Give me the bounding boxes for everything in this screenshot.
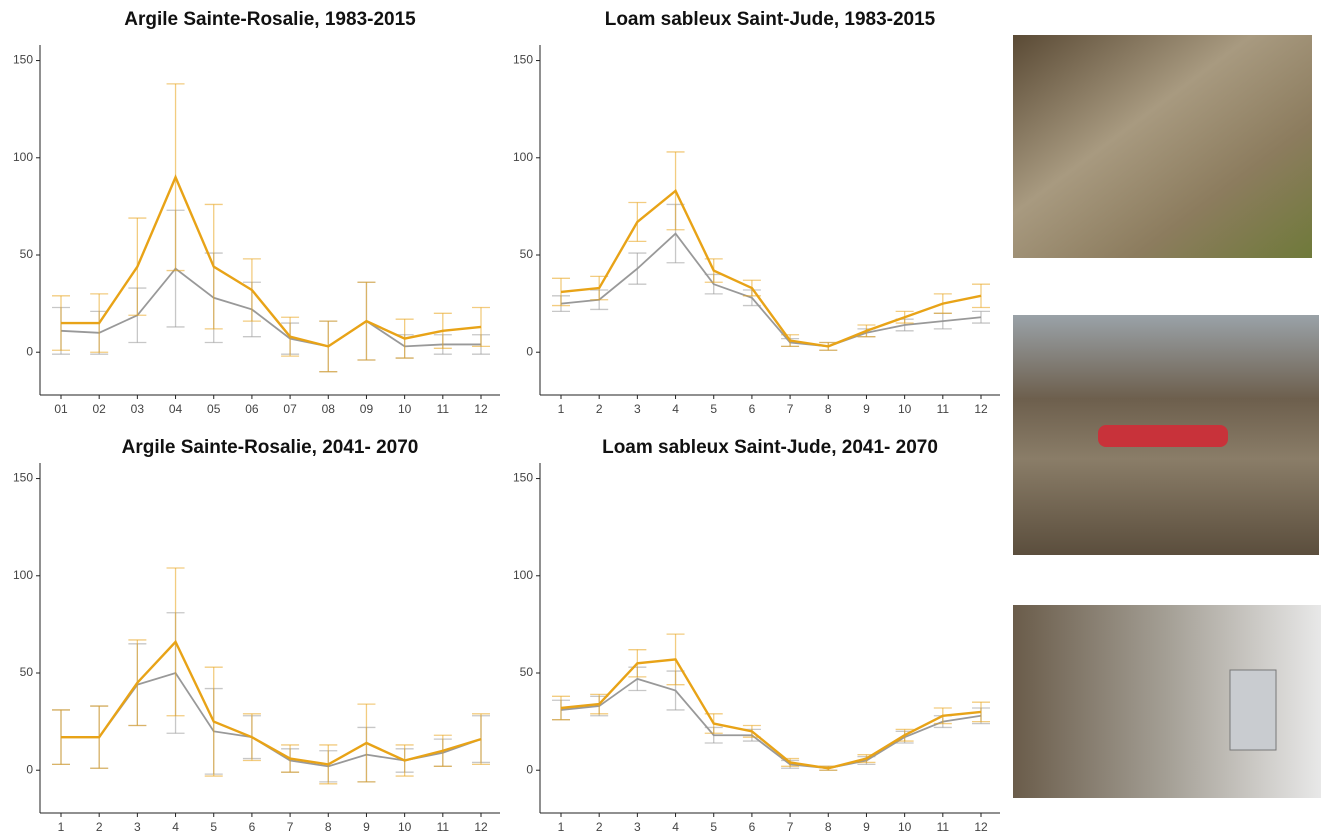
x-tick-label: 2	[96, 820, 103, 834]
chart-title: Loam sableux Saint-Jude, 1983-2015	[605, 9, 936, 30]
x-tick-label: 1	[58, 820, 65, 834]
y-tick-label: 50	[20, 247, 34, 261]
x-tick-label: 10	[898, 820, 912, 834]
x-tick-label: 11	[437, 402, 450, 416]
x-tick-label: 2	[596, 402, 603, 416]
series-line	[561, 679, 981, 768]
x-tick-label: 3	[134, 820, 141, 834]
x-tick-label: 1	[558, 402, 565, 416]
x-tick-label: 4	[172, 820, 179, 834]
y-tick-label: 150	[513, 471, 533, 485]
chart-title: Argile Sainte-Rosalie, 2041- 2070	[122, 437, 419, 458]
y-tick-label: 0	[26, 344, 33, 358]
x-tick-label: 12	[974, 820, 988, 834]
y-tick-label: 150	[13, 53, 33, 67]
x-tick-label: 11	[437, 820, 450, 834]
x-tick-label: 7	[787, 820, 794, 834]
x-tick-label: 11	[937, 402, 950, 416]
photo-boat	[1098, 425, 1228, 447]
x-tick-label: 9	[863, 820, 870, 834]
figure: Argile Sainte-Rosalie, 1983-201505010015…	[0, 0, 1321, 837]
x-tick-label: 08	[322, 402, 336, 416]
x-tick-label: 11	[937, 820, 950, 834]
y-tick-label: 50	[520, 665, 534, 679]
x-tick-label: 7	[287, 820, 294, 834]
x-tick-label: 10	[898, 402, 912, 416]
y-tick-label: 50	[20, 665, 34, 679]
x-tick-label: 8	[325, 820, 332, 834]
x-tick-label: 01	[54, 402, 68, 416]
x-tick-label: 04	[169, 402, 183, 416]
y-tick-label: 100	[13, 150, 33, 164]
x-tick-label: 2	[596, 820, 603, 834]
photo-station	[1230, 670, 1276, 750]
x-tick-label: 8	[825, 402, 832, 416]
error-bar	[972, 284, 990, 307]
x-tick-label: 7	[787, 402, 794, 416]
x-tick-label: 5	[210, 820, 217, 834]
x-tick-label: 3	[634, 402, 641, 416]
y-tick-label: 150	[13, 471, 33, 485]
x-tick-label: 1	[558, 820, 565, 834]
x-tick-label: 10	[398, 402, 412, 416]
photo	[1013, 35, 1312, 258]
y-tick-label: 150	[513, 53, 533, 67]
x-tick-label: 3	[634, 820, 641, 834]
x-tick-label: 02	[93, 402, 107, 416]
series-line	[61, 642, 481, 765]
chart-title: Loam sableux Saint-Jude, 2041- 2070	[602, 437, 938, 458]
x-tick-label: 09	[360, 402, 374, 416]
y-tick-label: 50	[520, 247, 534, 261]
x-tick-label: 5	[710, 820, 717, 834]
x-tick-label: 4	[672, 402, 679, 416]
x-tick-label: 10	[398, 820, 412, 834]
x-tick-label: 6	[749, 402, 756, 416]
y-tick-label: 0	[526, 344, 533, 358]
x-tick-label: 6	[249, 820, 256, 834]
series-line	[561, 659, 981, 768]
y-tick-label: 0	[526, 762, 533, 776]
y-tick-label: 100	[513, 150, 533, 164]
x-tick-label: 12	[474, 820, 488, 834]
x-tick-label: 12	[974, 402, 988, 416]
x-tick-label: 6	[749, 820, 756, 834]
y-tick-label: 0	[26, 762, 33, 776]
x-tick-label: 07	[283, 402, 297, 416]
series-line	[561, 234, 981, 347]
x-tick-label: 4	[672, 820, 679, 834]
x-tick-label: 03	[131, 402, 145, 416]
x-tick-label: 12	[474, 402, 488, 416]
x-tick-label: 9	[363, 820, 370, 834]
y-tick-label: 100	[13, 568, 33, 582]
x-tick-label: 05	[207, 402, 221, 416]
x-tick-label: 9	[863, 402, 870, 416]
chart-title: Argile Sainte-Rosalie, 1983-2015	[124, 9, 416, 30]
y-tick-label: 100	[513, 568, 533, 582]
series-line	[61, 673, 481, 766]
x-tick-label: 8	[825, 820, 832, 834]
x-tick-label: 06	[245, 402, 259, 416]
x-tick-label: 5	[710, 402, 717, 416]
